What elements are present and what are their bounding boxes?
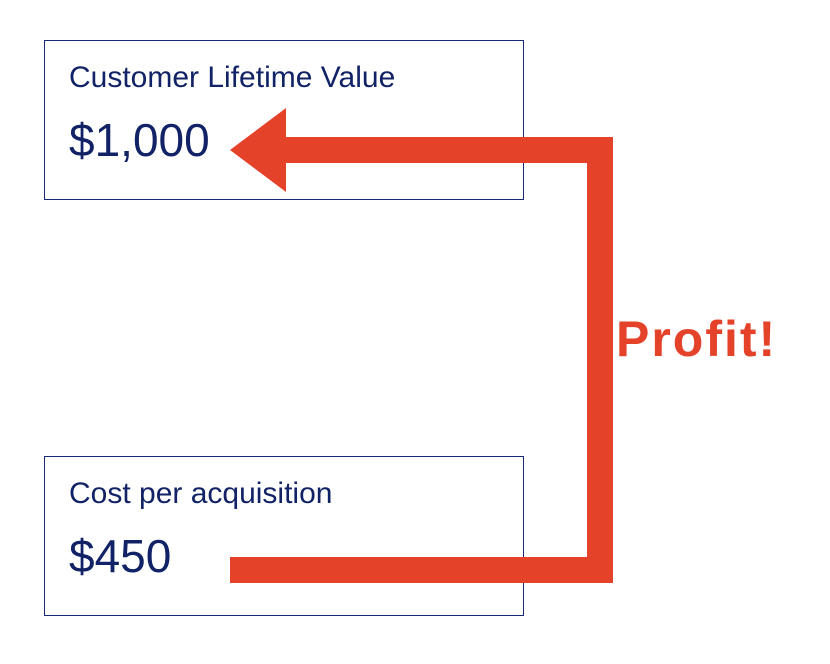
clv-value: $1,000 [69,113,499,167]
clv-box: Customer Lifetime Value $1,000 [44,40,524,200]
clv-label: Customer Lifetime Value [69,61,499,95]
cpa-label: Cost per acquisition [69,477,499,511]
profit-label: Profit! [616,310,777,368]
cpa-value: $450 [69,529,499,583]
cpa-box: Cost per acquisition $450 [44,456,524,616]
